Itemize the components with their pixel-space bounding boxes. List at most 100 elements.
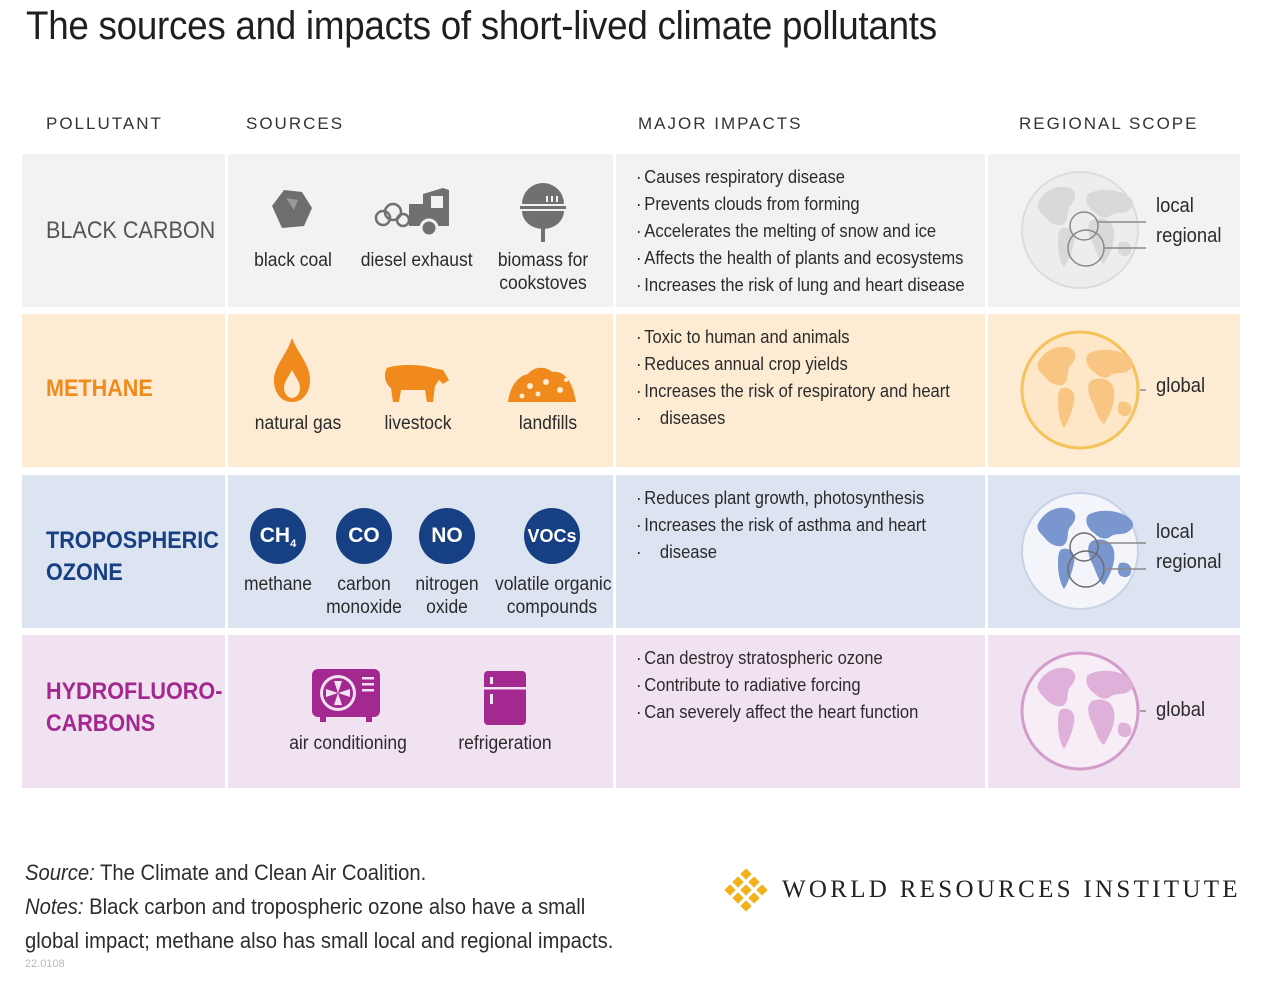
cow-icon — [384, 365, 449, 402]
source-label: landfills — [518, 413, 578, 434]
notes-line: global impact; methane also has small lo… — [25, 928, 614, 953]
source-label: air conditioning — [289, 733, 407, 754]
source-item: methane — [228, 573, 328, 596]
header-pollutant: POLLUTANT — [46, 114, 163, 133]
source-item: refrigeration — [445, 732, 565, 755]
impacts-cell: Can destroy stratospheric ozone Contribu… — [616, 635, 985, 788]
globe-icon — [1021, 492, 1146, 610]
impact-item: Reduces annual crop yields — [636, 351, 958, 378]
header-impacts: MAJOR IMPACTS — [638, 114, 803, 133]
source-item: landfills — [488, 412, 608, 435]
pollutant-cell: HYDROFLUORO- CARBONS — [22, 635, 225, 788]
grill-stove-icon — [520, 183, 566, 242]
impact-item: Affects the health of plants and ecosyst… — [636, 245, 963, 272]
coal-icon — [272, 190, 312, 228]
impact-item: Toxic to human and animals — [636, 324, 958, 351]
pollutant-name: BLACK CARBON — [46, 217, 216, 244]
pollutant-name: OZONE — [46, 559, 123, 586]
source-label: Source: — [25, 860, 95, 885]
air-conditioner-icon — [312, 669, 380, 722]
vocs-formula-badge: VOCs — [524, 508, 580, 564]
impacts-list: Causes respiratory disease Prevents clou… — [636, 164, 986, 299]
truck-exhaust-icon — [374, 188, 449, 238]
row-tropospheric-ozone: TROPOSPHERIC OZONE CH4 methane CO carbon… — [22, 475, 1240, 628]
sources-cell: black coal diesel exhaust biomass for co… — [228, 154, 613, 307]
impact-item: Increases the risk of respiratory and he… — [636, 378, 958, 405]
formula-text: VOCs — [527, 526, 577, 546]
scope-cell: global — [988, 635, 1240, 788]
source-label: black coal — [254, 250, 332, 271]
page-title: The sources and impacts of short-lived c… — [26, 4, 937, 48]
formula-text: CO — [348, 524, 380, 547]
landfill-icon — [508, 367, 576, 402]
impacts-cell: Causes respiratory disease Prevents clou… — [616, 154, 985, 307]
header-sources: SOURCES — [246, 114, 345, 133]
formula-text: NO — [431, 524, 463, 547]
source-item: natural gas — [238, 412, 358, 435]
source-label: methane — [243, 574, 313, 595]
impact-item: disease — [636, 539, 958, 566]
impact-item: Can severely affect the heart function — [636, 699, 958, 726]
source-item: diesel exhaust — [356, 249, 476, 272]
source-label: carbon — [337, 574, 391, 595]
impacts-list: Toxic to human and animals Reduces annua… — [636, 324, 986, 432]
wri-logo-icon — [724, 868, 768, 912]
no-formula-badge: NO — [419, 508, 475, 564]
source-label: volatile organic — [494, 574, 612, 595]
header-scope: REGIONAL SCOPE — [1019, 114, 1199, 133]
source-label: cookstoves — [499, 273, 587, 294]
sources-cell: CH4 methane CO carbon monoxide NO nitrog… — [228, 475, 613, 628]
impact-item: Prevents clouds from forming — [636, 191, 958, 218]
source-label: biomass for — [497, 250, 589, 271]
row-hydrofluorocarbons: HYDROFLUORO- CARBONS air conditioning re… — [22, 635, 1240, 788]
scope-label: global — [1156, 375, 1206, 397]
globe-icon — [1020, 330, 1146, 450]
row-methane: METHANE natural gas livestock landfills … — [22, 314, 1240, 467]
pollutant-name: METHANE — [46, 375, 153, 402]
pollutant-cell: TROPOSPHERIC OZONE — [22, 475, 225, 628]
source-label: refrigeration — [458, 733, 552, 754]
globe-icon — [1020, 651, 1146, 771]
source-item: nitrogen oxide — [402, 573, 492, 619]
source-label: diesel exhaust — [360, 250, 473, 271]
pollutant-cell: BLACK CARBON — [22, 154, 225, 307]
source-label: natural gas — [254, 413, 342, 434]
source-item: volatile organic compounds — [490, 573, 614, 619]
refrigerator-icon — [484, 671, 526, 725]
source-item: biomass for cookstoves — [483, 249, 603, 295]
formula-subscript: 4 — [290, 538, 297, 551]
formula-text: CH — [259, 524, 291, 547]
impact-item: Increases the risk of lung and heart dis… — [636, 272, 965, 299]
row-black-carbon: BLACK CARBON black coal diesel exhaust b… — [22, 154, 1240, 307]
scope-label: regional — [1156, 551, 1222, 573]
impacts-list: Can destroy stratospheric ozone Contribu… — [636, 645, 986, 726]
wri-logo-text: WORLD RESOURCES INSTITUTE — [782, 876, 1241, 903]
source-label: monoxide — [326, 597, 402, 618]
notes-label: Notes: — [25, 894, 84, 919]
source-label: oxide — [426, 597, 468, 618]
figure-code: 22.0108 — [25, 958, 65, 970]
co-formula-badge: CO — [336, 508, 392, 564]
notes-line: Notes: Black carbon and tropospheric ozo… — [25, 894, 585, 920]
scope-cell: global — [988, 314, 1240, 467]
pollutant-name: CARBONS — [46, 710, 156, 737]
impact-item: diseases — [636, 405, 958, 432]
scope-label: global — [1156, 699, 1206, 721]
source-item: air conditioning — [278, 732, 418, 755]
source-label: compounds — [506, 597, 598, 618]
impact-item: Reduces plant growth, photosynthesis — [636, 485, 958, 512]
pollutant-name: TROPOSPHERIC — [46, 527, 219, 554]
methane-formula-badge: CH4 — [250, 508, 306, 564]
impact-item: Can destroy stratospheric ozone — [636, 645, 958, 672]
impacts-cell: Toxic to human and animals Reduces annua… — [616, 314, 985, 467]
impacts-list: Reduces plant growth, photosynthesis Inc… — [636, 485, 986, 566]
sources-cell: air conditioning refrigeration — [228, 635, 613, 788]
pollutant-name: HYDROFLUORO- — [46, 678, 223, 705]
scope-cell: local regional — [988, 475, 1240, 628]
source-item: carbon monoxide — [314, 573, 414, 619]
scope-cell: local regional — [988, 154, 1240, 307]
impact-item: Causes respiratory disease — [636, 164, 958, 191]
source-note: Source: The Climate and Clean Air Coalit… — [25, 860, 426, 886]
impact-item: Contribute to radiative forcing — [636, 672, 958, 699]
impact-item: Increases the risk of asthma and heart — [636, 512, 958, 539]
